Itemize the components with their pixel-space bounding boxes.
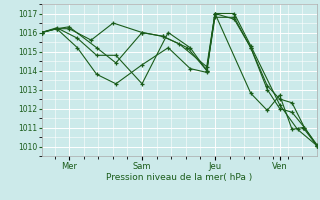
- X-axis label: Pression niveau de la mer( hPa ): Pression niveau de la mer( hPa ): [106, 173, 252, 182]
